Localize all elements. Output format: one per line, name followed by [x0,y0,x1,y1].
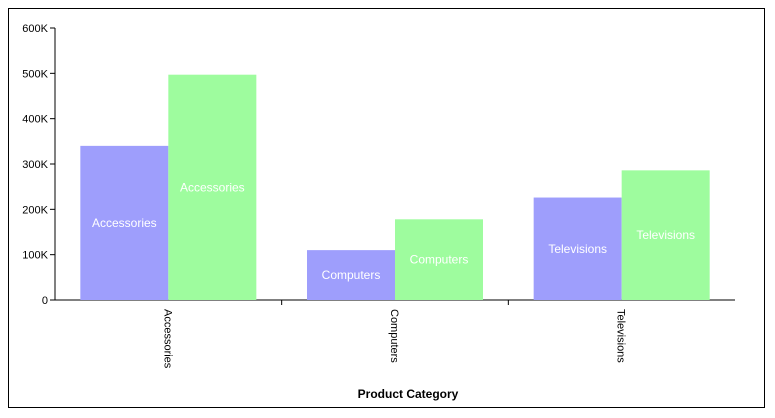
y-tick-label: 100K [22,250,48,262]
bar-data-label: Accessories [92,216,157,230]
bar-data-label: Televisions [636,228,695,242]
y-tick-label: 600K [22,23,48,35]
x-tick-label: Computers [388,309,400,363]
bar [395,219,483,300]
y-tick-label: 200K [22,204,48,216]
bar-data-label: Televisions [548,242,607,256]
bar [80,145,169,300]
y-tick-label: 400K [22,114,48,126]
y-tick-label: 300K [22,159,48,171]
bar-data-label: Computers [410,253,469,267]
x-tick-label: Televisions [615,309,627,363]
bar-data-label: Computers [322,268,381,282]
y-tick-label: 500K [22,68,48,80]
x-axis-title: Product Category [358,387,459,401]
x-axis-ticks: Accessories Computers Televisions [161,300,627,369]
y-tick-label: 0 [42,295,48,307]
bars-group: Accessories Accessories Computers Computers… [80,74,710,301]
x-tick-label: Accessories [161,309,173,369]
bar [307,250,395,300]
bar [621,170,710,300]
y-axis-ticks: 0 100K 200K 300K 400K 500K 600K [22,23,55,307]
bar-data-label: Accessories [180,180,245,194]
bar [533,197,622,300]
bar [168,74,257,301]
